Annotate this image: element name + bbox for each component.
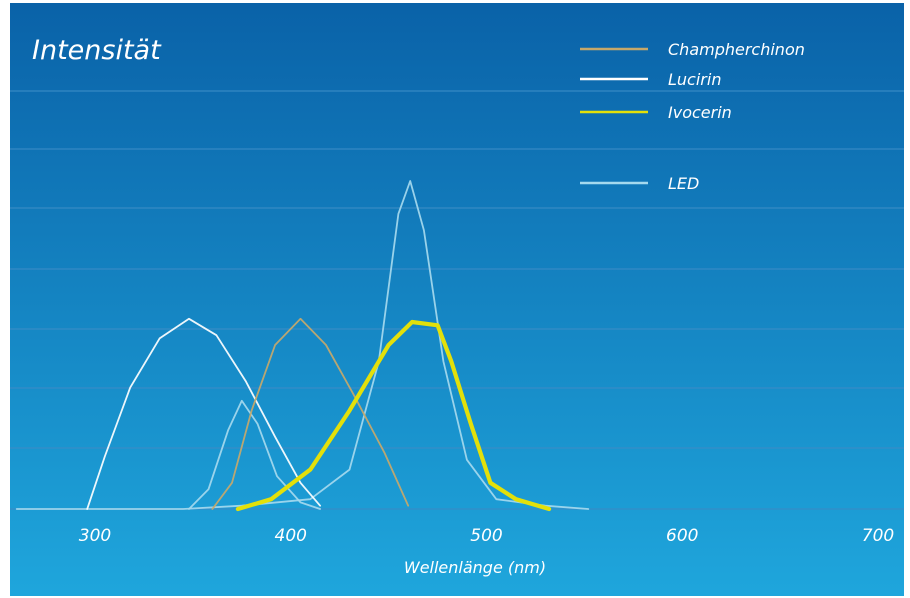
x-axis-label: Wellenlänge (nm) (404, 558, 546, 577)
x-tick-labels: 300 400 500 600 700 (79, 526, 894, 546)
legend-label-led: LED (668, 174, 699, 193)
legend: Champherchinon Lucirin Ivocerin LED (580, 40, 805, 193)
x-tick-label: 300 (79, 526, 111, 546)
series-line-champherchinon (211, 317, 410, 510)
x-tick-label: 700 (862, 526, 894, 546)
legend-label-lucirin: Lucirin (668, 70, 721, 89)
x-tick-label: 600 (666, 526, 698, 546)
x-tick-label: 500 (470, 526, 502, 546)
x-tick-label: 400 (275, 526, 307, 546)
series-line-secondary-peak (188, 399, 322, 510)
chart-background (10, 3, 904, 596)
series-lines (15, 180, 590, 512)
gridlines (10, 90, 904, 510)
series-line-lucirin (86, 317, 322, 510)
legend-label-champherchinon: Champherchinon (668, 40, 805, 59)
series-line-ivocerin (235, 319, 552, 512)
chart-title: Intensität (32, 35, 162, 66)
chart: 300 400 500 600 700 Champherchinon Lucirin Ivo… (10, 3, 904, 596)
legend-label-ivocerin: Ivocerin (668, 103, 732, 122)
